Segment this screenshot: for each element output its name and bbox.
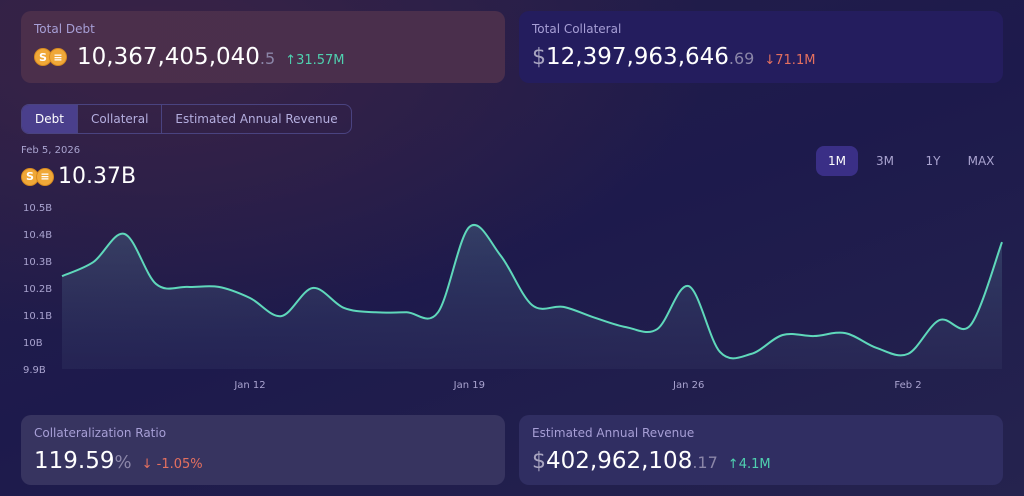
collateralization-ratio-value: 119.59: [34, 448, 115, 474]
range-selector: 1M 3M 1Y MAX: [816, 146, 1002, 176]
x-tick-label: Jan 26: [672, 380, 704, 391]
total-debt-decimal: .5: [259, 49, 276, 68]
x-tick-label: Jan 12: [233, 380, 265, 391]
coin-e-icon: ≡: [49, 48, 67, 66]
range-1y-button[interactable]: 1Y: [925, 154, 941, 168]
coin-e-icon: ≡: [36, 167, 54, 186]
y-tick-label: 10.5B: [23, 203, 52, 214]
chart-area-fill: [62, 224, 1002, 369]
selected-value-row: S ≡ 10.37B: [21, 164, 136, 189]
tab-collateral[interactable]: Collateral: [78, 105, 163, 133]
stablecoin-icons: S ≡: [34, 48, 67, 66]
total-collateral-change: ↓71.1M: [764, 53, 815, 68]
change-value: -1.05%: [156, 457, 203, 472]
currency-symbol: $: [532, 45, 546, 70]
total-debt-change: ↑31.57M: [285, 53, 344, 68]
tab-debt[interactable]: Debt: [22, 105, 78, 133]
annual-revenue-card: Estimated Annual Revenue $402,962,108.17…: [519, 415, 1003, 485]
collateralization-ratio-card: Collateralization Ratio 119.59% ↓ -1.05%: [21, 415, 505, 485]
chart-line: [61, 223, 1003, 360]
arrow-down-icon: ↓: [141, 457, 153, 472]
y-tick-label: 10.4B: [23, 230, 52, 241]
total-debt-card: Total Debt S ≡ 10,367,405,040.5 ↑31.57M: [21, 11, 505, 83]
annual-revenue-label: Estimated Annual Revenue: [532, 426, 695, 440]
range-1m-button[interactable]: 1M: [816, 146, 858, 176]
change-value: 31.57M: [296, 53, 345, 68]
y-tick-label: 10B: [23, 338, 43, 349]
range-max-button[interactable]: MAX: [967, 154, 995, 168]
selected-date: Feb 5, 2026: [21, 145, 81, 156]
tab-estimated-annual-revenue[interactable]: Estimated Annual Revenue: [175, 112, 338, 126]
arrow-down-icon: ↓: [764, 53, 776, 68]
change-value: 4.1M: [738, 457, 771, 472]
annual-revenue-change: ↑4.1M: [728, 457, 771, 472]
total-collateral-decimal: .69: [728, 49, 755, 68]
y-tick-label: 10.2B: [23, 284, 52, 295]
total-debt-value: 10,367,405,040: [77, 44, 260, 70]
annual-revenue-decimal: .17: [692, 453, 718, 472]
total-debt-label: Total Debt: [34, 22, 95, 36]
x-tick-label: Jan 19: [453, 380, 485, 391]
range-3m-button[interactable]: 3M: [876, 154, 894, 168]
currency-symbol: $: [532, 449, 546, 474]
arrow-up-icon: ↑: [727, 457, 739, 472]
y-tick-label: 10.1B: [23, 311, 52, 322]
total-collateral-value: 12,397,963,646: [546, 44, 729, 70]
arrow-up-icon: ↑: [285, 53, 297, 68]
y-tick-label: 10.3B: [23, 257, 52, 268]
total-collateral-label: Total Collateral: [532, 22, 622, 36]
y-tick-label: 9.9B: [23, 365, 46, 376]
collateralization-ratio-label: Collateralization Ratio: [34, 426, 167, 440]
x-tick-label: Feb 2: [894, 380, 921, 391]
stablecoin-icons: S ≡: [21, 167, 54, 186]
percent-unit: %: [114, 452, 132, 473]
metric-tabs: Debt Collateral Estimated Annual Revenue: [21, 104, 352, 134]
annual-revenue-value: 402,962,108: [546, 448, 693, 474]
total-collateral-card: Total Collateral $12,397,963,646.69 ↓71.…: [519, 11, 1003, 83]
selected-value: 10.37B: [58, 164, 137, 189]
debt-chart[interactable]: 10.5B 10.4B 10.3B 10.2B 10.1B 10B 9.9B Jan 12 Ja…: [0, 0, 1024, 400]
collateralization-ratio-change: ↓ -1.05%: [142, 457, 203, 472]
change-value: 71.1M: [775, 53, 816, 68]
